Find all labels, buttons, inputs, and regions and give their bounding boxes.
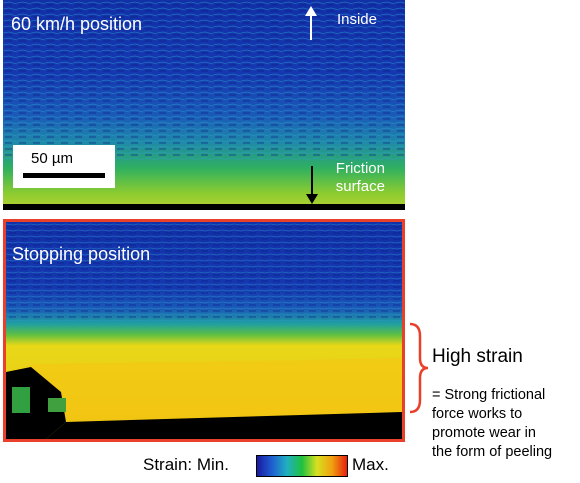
scale-bar-line — [23, 173, 105, 178]
right-brace-icon — [409, 322, 429, 414]
arrow-up-icon — [305, 6, 317, 40]
high-strain-label: High strain — [432, 346, 523, 367]
arrow-down-icon — [306, 166, 318, 204]
micrograph-60kmh: 60 km/h position Inside Friction surface… — [3, 0, 405, 210]
friction-surface-label: Friction surface — [336, 160, 385, 196]
panel-title-stopping: Stopping position — [12, 244, 151, 264]
strain-note-line: promote wear in — [432, 425, 536, 441]
scale-bar: 50 µm — [13, 145, 115, 188]
friction-label-line2: surface — [335, 178, 385, 195]
friction-label-line1: Friction — [335, 160, 385, 177]
scale-bar-label: 50 µm — [31, 150, 73, 167]
strain-note-line: the form of peeling — [432, 444, 553, 460]
strain-note-line: = Strong frictional — [432, 387, 546, 403]
inside-label: Inside — [336, 11, 377, 28]
strain-map-bottom — [6, 222, 402, 439]
legend-max-label: Max. — [352, 455, 389, 474]
legend-min-label: Strain: Min. — [143, 455, 229, 474]
strain-color-scale — [256, 455, 348, 477]
strain-note: = Strong frictional force works to promo… — [432, 386, 552, 462]
panel-title-60kmh: 60 km/h position — [11, 14, 143, 34]
strain-note-line: force works to — [432, 406, 523, 422]
micrograph-stopping: Stopping position — [3, 219, 405, 442]
